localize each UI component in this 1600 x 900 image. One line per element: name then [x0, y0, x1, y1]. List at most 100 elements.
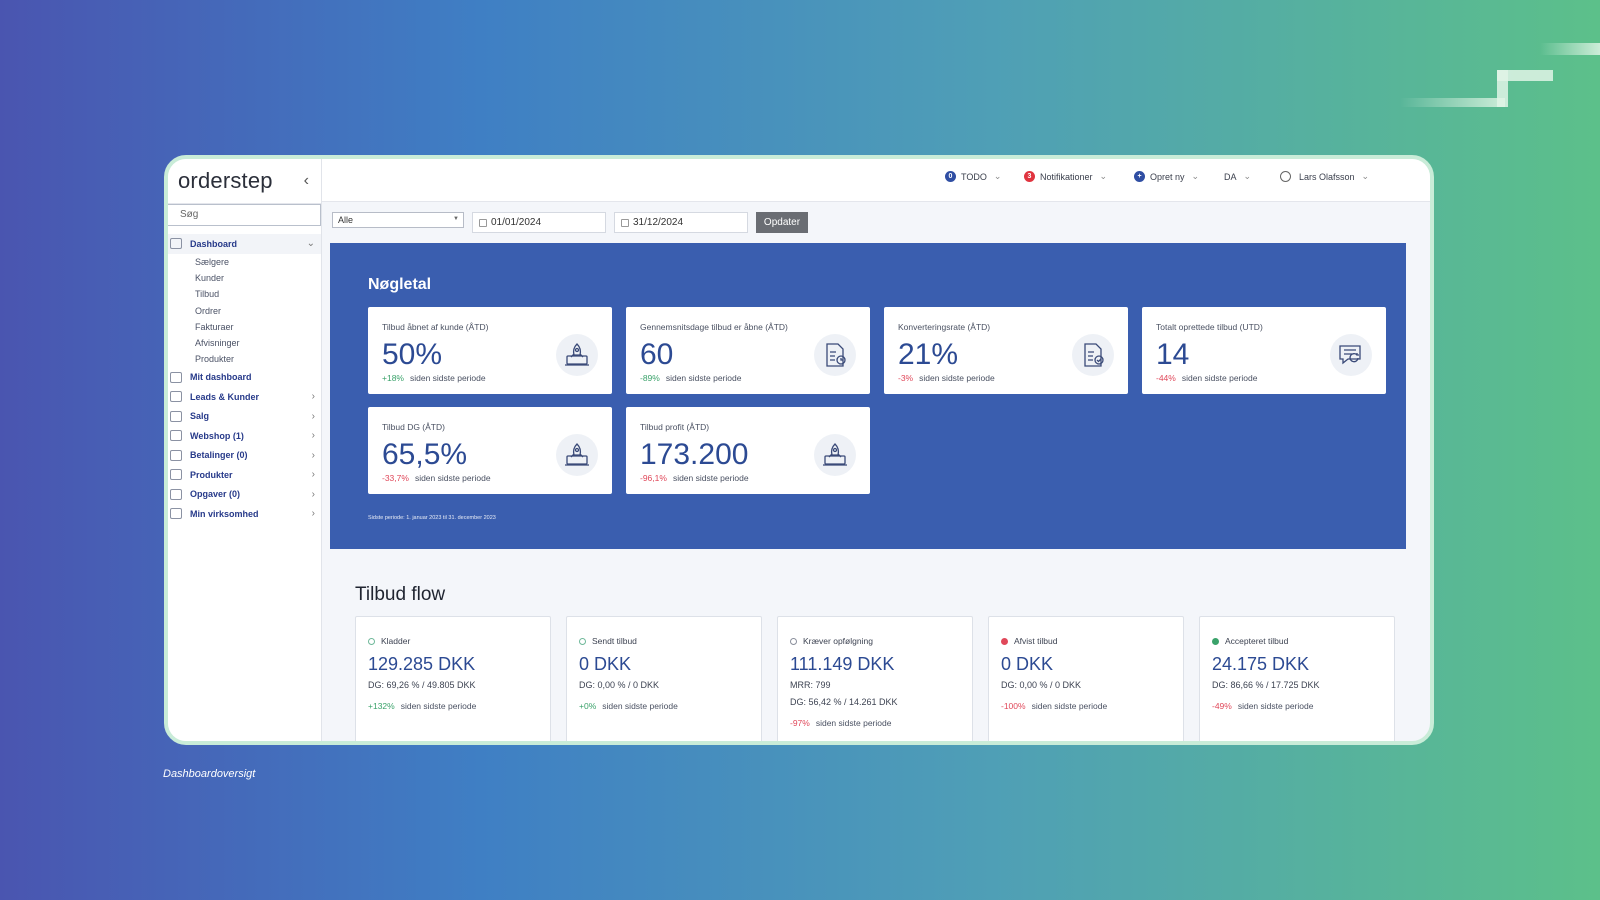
sidebar-item-label: Betalinger (0)	[190, 450, 248, 461]
todo-menu[interactable]: 0 TODO ⌄	[945, 171, 1001, 182]
flow-card-header: Kræver opfølgning	[790, 636, 873, 646]
kpi-card[interactable]: Tilbud åbnet af kunde (ÅTD) 50% +18% siden …	[368, 307, 612, 394]
date-from-input[interactable]: 01/01/2024	[472, 212, 606, 233]
flow-card[interactable]: Accepteret tilbud 24.175 DKK DG: 86,66 % /…	[1199, 616, 1395, 741]
rocket-laptop-icon	[556, 434, 598, 476]
sidebar-item-label: Mit dashboard	[190, 372, 252, 383]
chevron-down-icon: ⌄	[993, 171, 1002, 181]
sidebar-item[interactable]: Leads & Kunder ›	[168, 387, 321, 407]
sidebar-item[interactable]: Salg ›	[168, 407, 321, 427]
decorative-line	[1540, 43, 1600, 55]
calendar-icon	[479, 218, 487, 227]
rocket-laptop-icon	[814, 434, 856, 476]
decorative-line	[1497, 70, 1508, 107]
flow-change-percent: -49%	[1212, 701, 1232, 711]
flow-card-value: 0 DKK	[1001, 654, 1054, 674]
kpi-card[interactable]: Gennemsnitsdage tilbud er åbne (ÅTD) 60 -8…	[626, 307, 870, 394]
date-to-input[interactable]: 31/12/2024	[614, 212, 748, 233]
notification-badge: 3	[1024, 171, 1035, 182]
create-new-label: Opret ny	[1150, 171, 1185, 182]
kpi-card[interactable]: Konverteringsrate (ÅTD) 21% -3% siden sidst…	[884, 307, 1128, 394]
sidebar-item[interactable]: Betalinger (0) ›	[168, 446, 321, 466]
chevron-down-icon: ⌄	[1243, 171, 1252, 181]
document-check-icon	[1072, 334, 1114, 376]
status-dot-icon	[1212, 637, 1219, 645]
sidebar-subitem[interactable]: Tilbud	[195, 289, 220, 300]
sidebar-subitem[interactable]: Ordrer	[195, 305, 222, 316]
kpi-change: -3% siden sidste periode	[898, 373, 995, 383]
flow-card-change: -100% siden sidste periode	[1001, 701, 1107, 711]
contacts-icon	[170, 391, 182, 403]
flow-card-detail: DG: 0,00 % / 0 DKK	[1001, 680, 1082, 690]
flow-card[interactable]: Afvist tilbud 0 DKK DG: 0,00 % / 0 DKK -100…	[988, 616, 1184, 741]
create-new-menu[interactable]: + Opret ny ⌄	[1134, 171, 1199, 182]
sidebar-item-label: Webshop (1)	[190, 430, 244, 441]
chevron-right-icon: ›	[311, 488, 315, 500]
flow-card-label: Kladder	[381, 636, 411, 646]
chevron-right-icon: ›	[311, 508, 315, 520]
status-dot-icon	[1001, 637, 1008, 645]
select-arrow-icon: ▼	[453, 216, 459, 222]
dashboard-icon	[170, 238, 182, 250]
flow-change-percent: +132%	[368, 701, 395, 711]
sidebar-item-label: Leads & Kunder	[190, 391, 260, 402]
flow-card-detail: DG: 69,26 % / 49.805 DKK	[368, 680, 476, 690]
notifications-label: Notifikationer	[1040, 171, 1093, 182]
sidebar-item-label: Salg	[190, 411, 210, 422]
user-menu[interactable]: Lars Olafsson ⌄	[1280, 171, 1369, 182]
sidebar-subitem[interactable]: Afvisninger	[195, 338, 240, 349]
chevron-right-icon: ›	[311, 391, 315, 403]
sidebar-item-dashboard[interactable]: Dashboard ⌄	[168, 234, 321, 254]
chevron-right-icon: ›	[311, 430, 315, 442]
kpi-change: -33,7% siden sidste periode	[382, 473, 491, 483]
update-button[interactable]: Opdater	[756, 212, 808, 233]
sidebar-subitem[interactable]: Sælgere	[195, 256, 230, 267]
date-to-value: 31/12/2024	[633, 217, 684, 228]
kpi-change-percent: +18%	[382, 373, 404, 383]
sidebar-subitem[interactable]: Fakturaer	[195, 321, 234, 332]
flow-card[interactable]: Kræver opfølgning 111.149 DKK MRR: 799 DG: …	[777, 616, 973, 741]
flow-card-label: Kræver opfølgning	[803, 636, 873, 646]
status-dot-icon	[790, 637, 797, 645]
sidebar-subitem[interactable]: Produkter	[195, 354, 235, 365]
kpi-change: -89% siden sidste periode	[640, 373, 741, 383]
flow-card-header: Kladder	[368, 636, 410, 646]
kpi-change-text: siden sidste periode	[1181, 373, 1258, 383]
rocket-laptop-icon	[556, 334, 598, 376]
flow-card-detail: DG: 0,00 % / 0 DKK	[579, 680, 660, 690]
sidebar-search-input[interactable]: Søg	[168, 204, 321, 226]
flow-card[interactable]: Sendt tilbud 0 DKK DG: 0,00 % / 0 DKK +0% si…	[566, 616, 762, 741]
sidebar-item-label: Produkter	[190, 469, 233, 480]
decorative-line	[1497, 70, 1553, 81]
flow-card[interactable]: Kladder 129.285 DKK DG: 69,26 % / 49.805 D…	[355, 616, 551, 741]
sidebar-item[interactable]: Opgaver (0) ›	[168, 485, 321, 505]
kpi-card[interactable]: Tilbud profit (ÅTD) 173.200 -96,1% siden si…	[626, 407, 870, 494]
sidebar-subitem[interactable]: Kunder	[195, 272, 225, 283]
kpi-card[interactable]: Tilbud DG (ÅTD) 65,5% -33,7% siden sidste p…	[368, 407, 612, 494]
flow-change-percent: -97%	[790, 718, 810, 728]
sidebar-item[interactable]: Mit dashboard	[168, 368, 321, 388]
sidebar-item-label: Dashboard	[190, 238, 238, 249]
plus-icon: +	[1134, 171, 1145, 182]
kpi-change-text: siden sidste periode	[672, 473, 749, 483]
chevron-right-icon: ›	[311, 469, 315, 481]
flow-card-label: Sendt tilbud	[592, 636, 637, 646]
filter-select[interactable]: Alle ▼	[332, 212, 464, 228]
flow-card-value: 129.285 DKK	[368, 654, 476, 674]
flow-change-text: siden sidste periode	[400, 701, 477, 711]
sidebar-item[interactable]: Min virksomhed ›	[168, 504, 321, 524]
kpi-change: -96,1% siden sidste periode	[640, 473, 749, 483]
chevron-down-icon: ⌄	[306, 238, 315, 250]
sidebar-item[interactable]: Webshop (1) ›	[168, 426, 321, 446]
kpi-value: 50%	[382, 338, 443, 371]
kpi-label: Konverteringsrate (ÅTD)	[898, 322, 991, 332]
collapse-sidebar-icon[interactable]: ‹	[303, 172, 309, 189]
notifications-menu[interactable]: 3 Notifikationer ⌄	[1024, 171, 1107, 182]
flow-card-detail: DG: 86,66 % / 17.725 DKK	[1212, 680, 1320, 690]
app-logo[interactable]: orderstep	[178, 168, 273, 193]
sidebar-item-label: Opgaver (0)	[190, 489, 241, 500]
sidebar-item[interactable]: Produkter ›	[168, 465, 321, 485]
kpi-panel: Nøgletal Tilbud åbnet af kunde (ÅTD) 50% +…	[330, 243, 1406, 549]
language-menu[interactable]: DA ⌄	[1224, 171, 1251, 182]
kpi-card[interactable]: Totalt oprettede tilbud (UTD) 14 -44% siden…	[1142, 307, 1386, 394]
